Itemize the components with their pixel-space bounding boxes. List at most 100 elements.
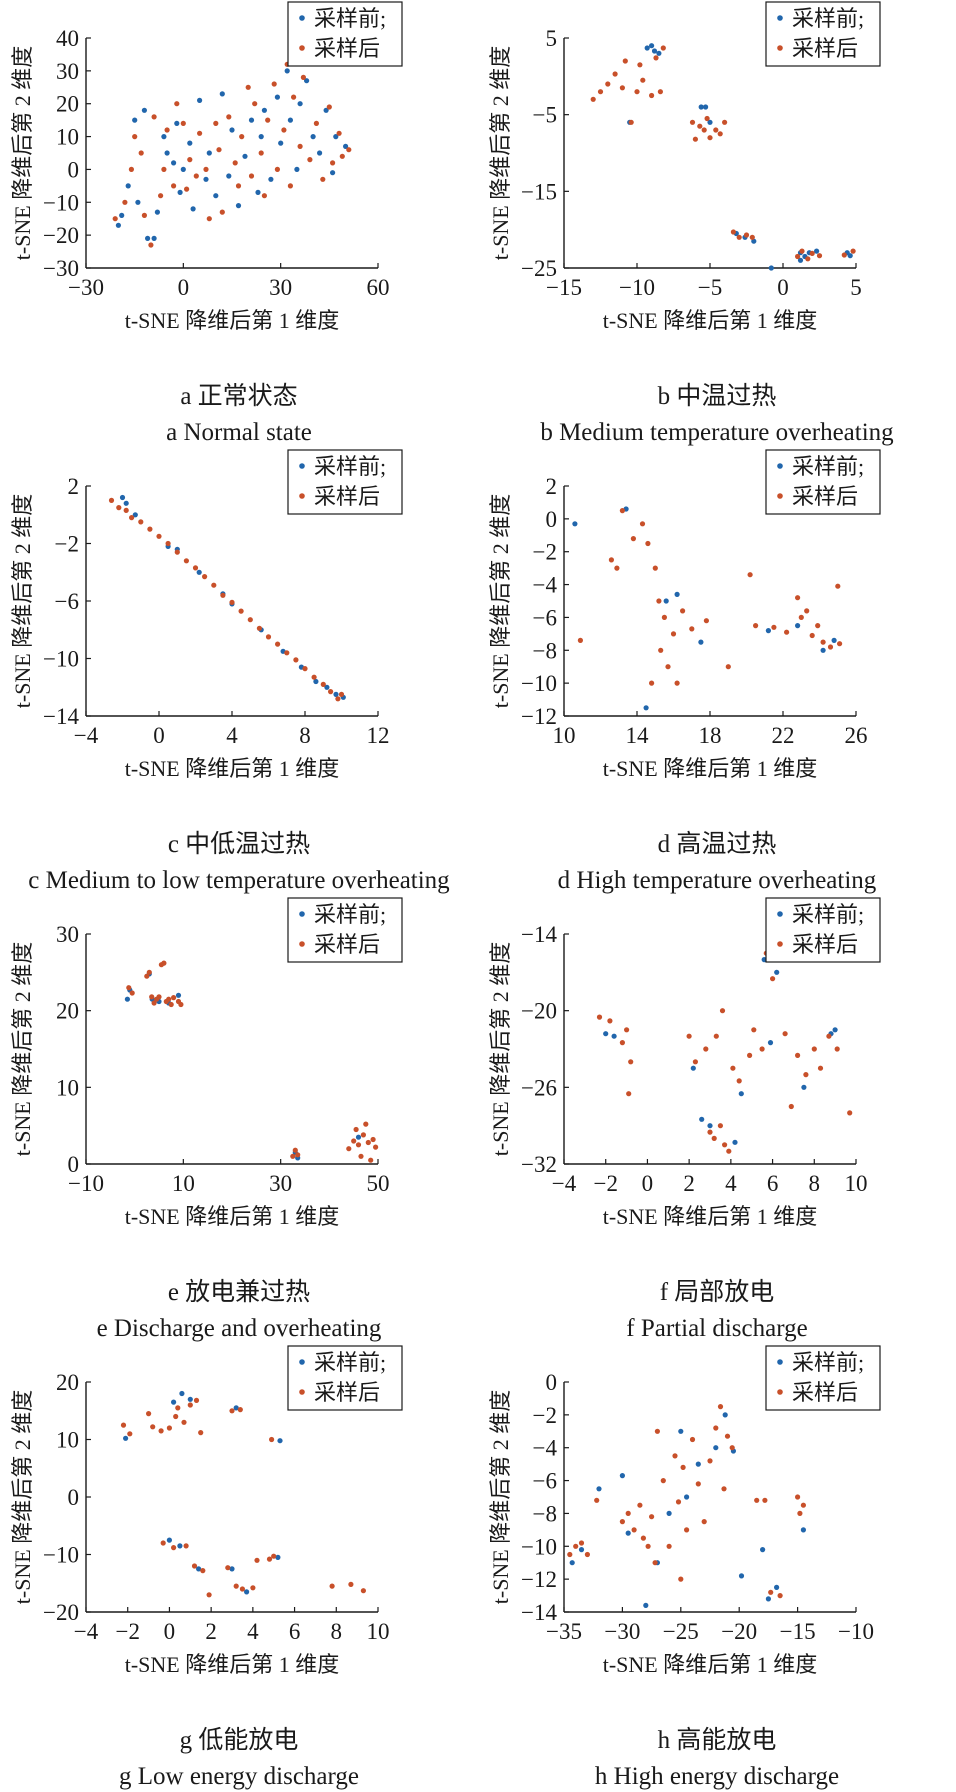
point-after (149, 994, 155, 1000)
point-before (177, 189, 183, 195)
point-before (174, 120, 180, 126)
x-tick-label: 8 (299, 723, 311, 748)
point-before (751, 238, 757, 244)
point-after (729, 1445, 735, 1451)
point-after (248, 173, 255, 179)
legend-marker-after (777, 45, 783, 51)
point-after (713, 1425, 719, 1431)
point-after (148, 242, 154, 248)
point-before (177, 1543, 183, 1549)
point-after (697, 123, 703, 129)
point-after (256, 625, 262, 631)
x-tick-label: 0 (178, 275, 190, 300)
x-tick-label: 2 (205, 1619, 217, 1644)
caption-chinese: a 正常状态 (180, 383, 298, 410)
x-tick-label: 8 (331, 1619, 343, 1644)
x-tick-label: 4 (725, 1171, 737, 1196)
y-tick-label: 40 (56, 26, 79, 51)
x-axis-label: t-SNE 降维后第 1 维度 (125, 1204, 340, 1229)
scatter-plot: −30 0 30 60 −30 −20 −10 0 10 20 30 40 t-SNE 降维后第 1 维… (10, 1, 403, 333)
point-after (795, 595, 801, 601)
point-after (689, 1436, 696, 1443)
point-after (180, 120, 186, 126)
point-after (200, 1568, 206, 1574)
point-before (663, 598, 669, 604)
point-after (605, 81, 611, 87)
point-after (178, 1001, 184, 1008)
point-before (219, 91, 225, 97)
point-after (161, 960, 167, 966)
point-after (363, 1121, 369, 1127)
point-before (294, 166, 300, 172)
point-after (373, 1144, 379, 1150)
point-after (675, 1499, 682, 1505)
chart-panel: −35 −30 −25 −20 −15 −10 −14 −12 −10 −8 −6 −4 −2 0 t-SN… (478, 1344, 956, 1792)
legend-marker-after (299, 45, 305, 51)
point-before (611, 1033, 617, 1039)
point-after (247, 617, 253, 623)
point-before (774, 1584, 780, 1590)
point-before (795, 623, 801, 629)
point-before (569, 1560, 575, 1566)
point-after (320, 176, 326, 182)
point-after (625, 1510, 631, 1516)
point-after (338, 691, 345, 697)
y-tick-label: −10 (521, 671, 557, 696)
y-axis-label: t-SNE 降维后第 2 维度 (488, 494, 513, 709)
point-after (717, 1404, 724, 1410)
point-before (115, 222, 121, 228)
y-tick-label: −12 (521, 1567, 557, 1592)
point-before (699, 1116, 705, 1122)
legend-marker-after (777, 493, 783, 499)
point-before (284, 68, 290, 74)
point-after (711, 1135, 717, 1141)
point-before (832, 1027, 838, 1033)
point-after (346, 147, 352, 153)
point-after (295, 1152, 301, 1158)
point-after (229, 599, 235, 605)
point-after (809, 632, 815, 639)
point-after (754, 1497, 760, 1503)
point-before (324, 684, 330, 690)
legend: 采样前; 采样后 (287, 1345, 403, 1411)
legend-label-before: 采样前; (792, 1350, 864, 1375)
x-tick-label: −4 (74, 1619, 99, 1644)
y-tick-label: −14 (521, 1600, 557, 1625)
point-after (183, 558, 189, 564)
chart-panel: −10 10 30 50 0 10 20 30 t-SNE 降维后第 1 维度 t-SNE 降维后… (0, 896, 478, 1344)
point-after (151, 114, 157, 120)
x-tick-label: −15 (780, 1619, 816, 1644)
point-after (645, 1543, 651, 1549)
y-tick-label: 0 (68, 1152, 80, 1177)
point-after (235, 183, 242, 189)
point-before (643, 705, 649, 711)
legend-label-before: 采样前; (792, 902, 864, 927)
point-before (797, 257, 804, 263)
point-after (166, 1425, 172, 1431)
point-before (698, 104, 704, 110)
point-after (336, 130, 342, 136)
scatter-plot: −4 −2 0 2 4 6 8 10−32−26−20−14t-SNE 降维后第 1 维度t-… (488, 897, 881, 1229)
point-after (266, 1556, 273, 1562)
x-tick-label: 10 (367, 1619, 390, 1644)
x-tick-label: 6 (289, 1619, 301, 1644)
point-before (187, 140, 193, 146)
point-after (577, 637, 583, 643)
point-after (634, 89, 640, 95)
point-after (827, 644, 834, 650)
point-before (333, 134, 339, 140)
y-tick-label: 0 (546, 507, 558, 532)
x-tick-label: 0 (164, 1619, 176, 1644)
legend-box (765, 1345, 881, 1411)
point-after (809, 250, 815, 256)
point-before (678, 1428, 684, 1434)
x-tick-label: −35 (546, 1619, 582, 1644)
point-after (770, 976, 776, 982)
point-after (269, 1436, 275, 1443)
x-axis-label: t-SNE 降维后第 1 维度 (125, 756, 340, 781)
point-before (244, 1589, 250, 1595)
point-before (248, 117, 255, 123)
point-before (578, 1547, 585, 1553)
caption-english: g Low energy discharge (119, 1763, 359, 1790)
